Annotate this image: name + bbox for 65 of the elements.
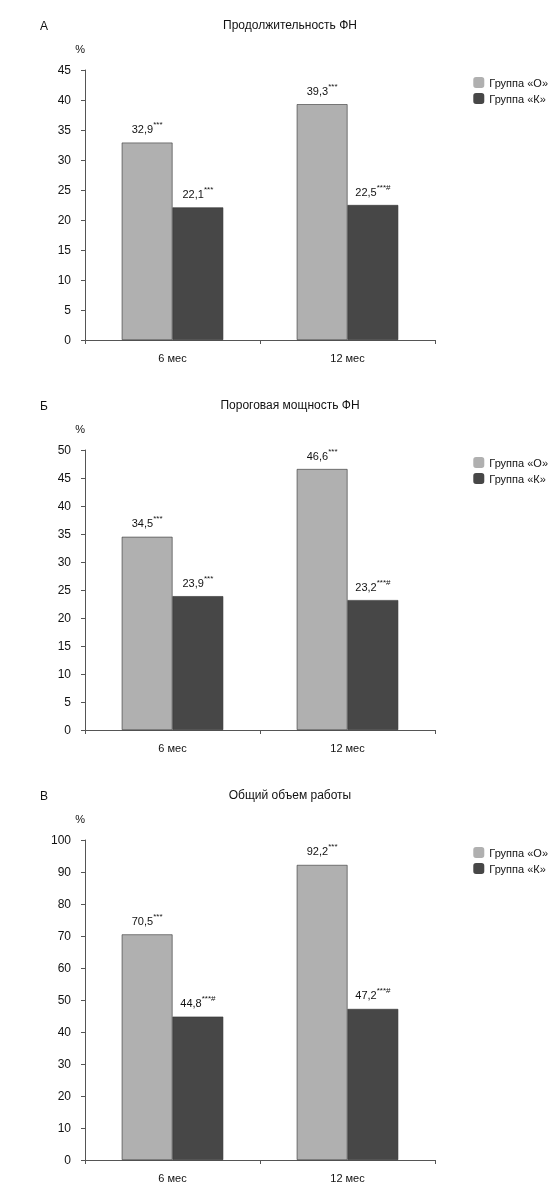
y-tick-label: 70	[57, 929, 72, 943]
y-tick-label: 15	[57, 639, 72, 653]
y-tick-label: 35	[57, 527, 72, 541]
y-axis-title: %	[75, 812, 86, 825]
y-tick-label: 20	[57, 213, 72, 227]
x-tick-label: 6 мес	[158, 1171, 188, 1184]
x-tick-label: 12 мес	[330, 741, 366, 754]
y-tick-label: 100	[50, 833, 72, 847]
legend-label: Группа «О»	[489, 846, 549, 859]
x-tick-label: 12 мес	[330, 1171, 366, 1184]
data-label: 46,6***	[306, 446, 338, 462]
data-label: 32,9***	[131, 120, 163, 136]
y-tick-label: 5	[64, 695, 72, 709]
text: Б	[40, 399, 48, 413]
y-tick-label: 0	[64, 333, 72, 347]
legend-label: Группа «К»	[489, 92, 546, 105]
data-label: 92,2***	[306, 842, 338, 858]
y-tick-label: 50	[57, 443, 72, 457]
y-tick-label: 25	[57, 583, 72, 597]
legend-label: Группа «К»	[489, 862, 546, 875]
y-tick-label: 30	[57, 153, 72, 167]
legend-label: Группа «О»	[489, 76, 549, 89]
data-label: 70,5***	[131, 911, 163, 927]
y-tick-label: 90	[57, 865, 72, 879]
y-axis-title: %	[75, 422, 86, 435]
chart-title: Продолжительность ФН	[223, 18, 357, 32]
y-tick-label: 25	[57, 183, 72, 197]
x-tick-label: 6 мес	[158, 741, 188, 754]
data-label: 34,5***	[131, 514, 163, 530]
data-label: 23,2***#	[355, 577, 392, 593]
legend-label: Группа «К»	[489, 472, 546, 485]
chart-title: Пороговая мощность ФН	[220, 398, 360, 412]
text: А	[40, 19, 49, 33]
y-tick-label: 80	[57, 897, 72, 911]
x-tick-label: 6 мес	[158, 351, 188, 364]
chart-title: Общий объем работы	[228, 788, 352, 802]
y-tick-label: 10	[57, 667, 72, 681]
data-label: 22,1***	[182, 184, 214, 200]
y-tick-label: 20	[57, 611, 72, 625]
y-tick-label: 20	[57, 1089, 72, 1103]
y-tick-label: 10	[57, 1121, 72, 1135]
data-label: 44,8***#	[180, 994, 217, 1010]
y-tick-label: 10	[57, 273, 72, 287]
text: В	[40, 789, 49, 803]
y-tick-label: 40	[57, 1025, 72, 1039]
y-tick-label: 45	[57, 471, 72, 485]
x-tick-label: 12 мес	[330, 351, 366, 364]
y-tick-label: 15	[57, 243, 72, 257]
y-axis-title: %	[75, 42, 86, 55]
y-tick-label: 30	[57, 1057, 72, 1071]
y-tick-label: 50	[57, 993, 72, 1007]
y-tick-label: 35	[57, 123, 72, 137]
data-label: 23,9***	[182, 573, 214, 589]
y-tick-label: 0	[64, 1153, 72, 1167]
y-tick-label: 40	[57, 499, 72, 513]
data-label: 22,5***#	[355, 182, 392, 198]
legend-label: Группа «О»	[489, 456, 549, 469]
y-tick-label: 40	[57, 93, 72, 107]
y-tick-label: 5	[64, 303, 72, 317]
y-tick-label: 60	[57, 961, 72, 975]
y-tick-label: 30	[57, 555, 72, 569]
data-label: 39,3***	[306, 81, 338, 97]
y-tick-label: 0	[64, 723, 72, 737]
y-tick-label: 45	[57, 63, 72, 77]
data-label: 47,2***#	[355, 986, 392, 1002]
